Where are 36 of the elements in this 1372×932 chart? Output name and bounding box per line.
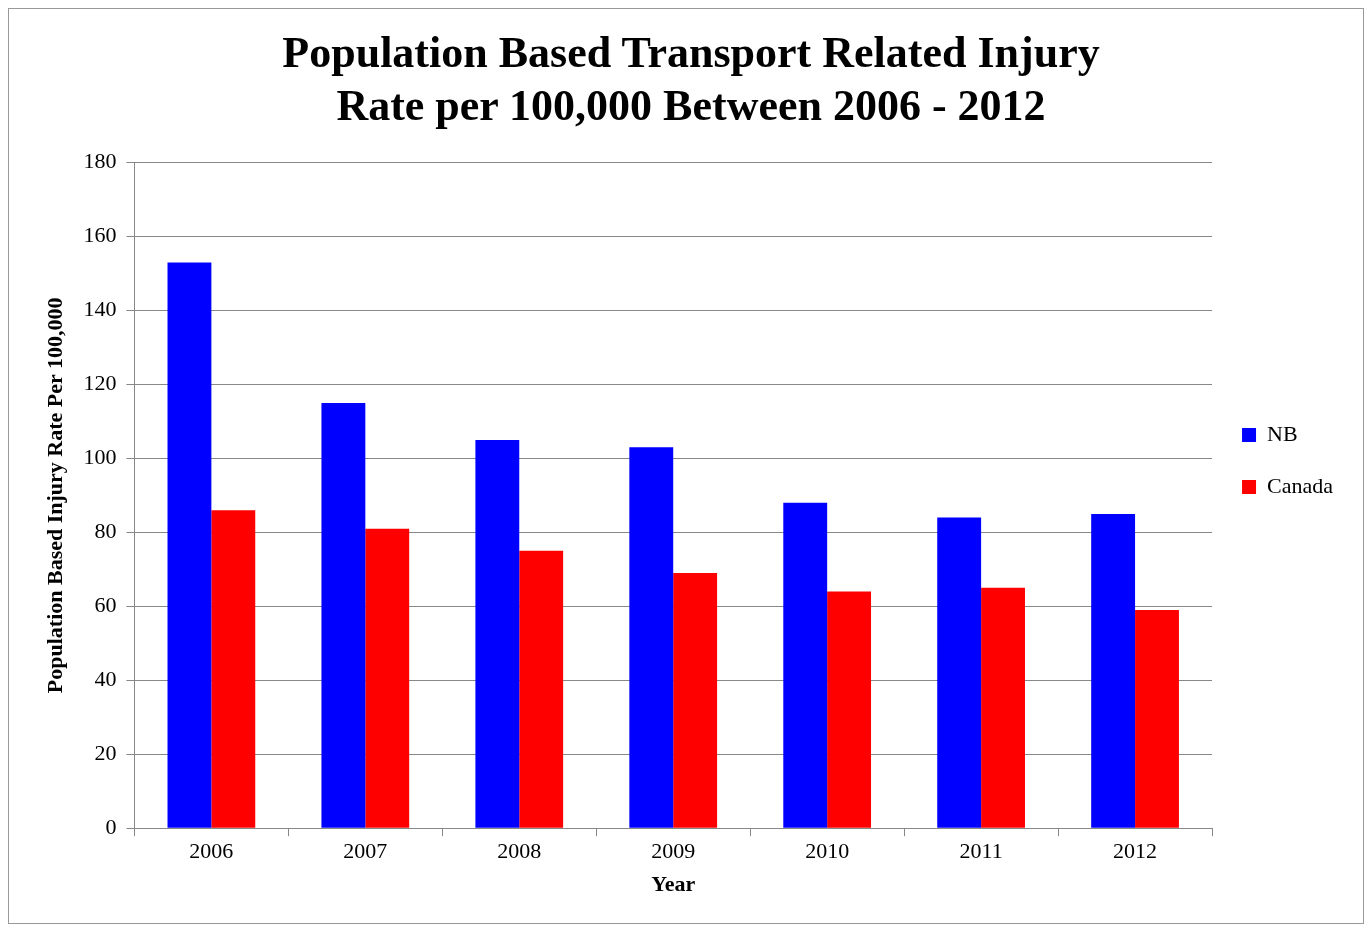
chart-title: Population Based Transport Related Injury Rate per 100,000 Between 2006 - 2012 (282, 27, 1100, 130)
x-tick-label: 2010 (805, 838, 850, 864)
y-tick-label: 140 (83, 296, 117, 322)
bar (783, 502, 828, 828)
y-tick-label: 100 (83, 444, 117, 470)
bar (1091, 513, 1136, 828)
y-tick-label: 180 (83, 148, 117, 174)
x-tick-label: 2008 (497, 838, 542, 864)
bar (211, 510, 256, 828)
bar (365, 528, 410, 828)
x-axis-title: Year (651, 871, 696, 897)
bar (629, 447, 674, 828)
legend-label: NB (1267, 420, 1298, 446)
bar (475, 439, 520, 828)
legend-label: Canada (1267, 472, 1334, 498)
bar (321, 402, 366, 828)
y-tick-label: 0 (105, 813, 117, 839)
bar (519, 550, 564, 828)
x-tick-label: 2009 (651, 838, 696, 864)
y-tick-label: 160 (83, 222, 117, 248)
bar (1135, 610, 1179, 828)
bar (167, 262, 212, 828)
bar (981, 587, 1025, 828)
y-axis-title: Population Based Injury Rate Per 100,000 (41, 297, 67, 694)
bar (673, 573, 718, 828)
bar (937, 517, 982, 828)
y-tick-label: 40 (94, 666, 117, 692)
y-tick-label: 20 (94, 740, 117, 766)
x-tick-label: 2012 (1113, 838, 1158, 864)
y-tick-label: 80 (94, 518, 117, 544)
x-tick-label: 2011 (959, 838, 1003, 864)
bar (827, 591, 872, 828)
y-tick-label: 120 (83, 370, 117, 396)
y-tick-label: 60 (94, 592, 117, 618)
x-tick-label: 2007 (343, 838, 388, 864)
x-tick-label: 2006 (189, 838, 234, 864)
